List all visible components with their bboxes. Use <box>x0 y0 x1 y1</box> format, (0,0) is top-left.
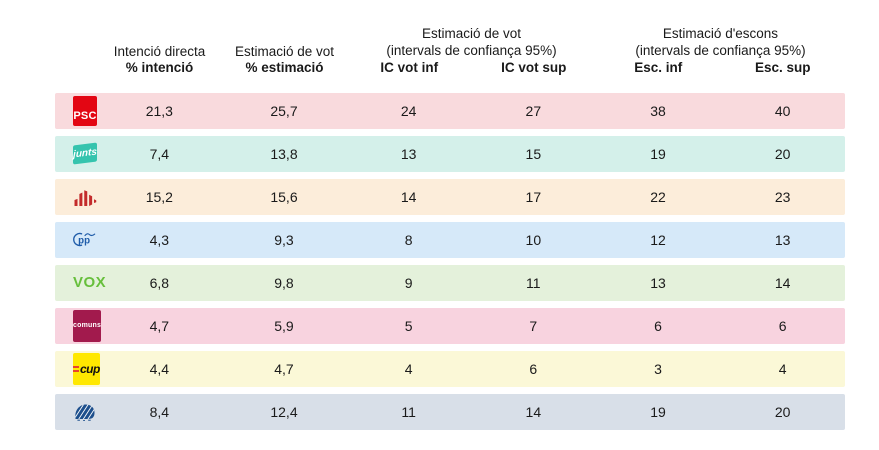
table-body: PSC 21,3 25,7 24 27 38 40 junts 7,4 13,8… <box>55 92 845 430</box>
header-group-vot-interval: (intervals de confiança 95%) <box>386 42 557 58</box>
cell-esc-sup: 23 <box>774 188 791 205</box>
cell-esc-sup: 14 <box>774 274 791 291</box>
table-row-junts: junts 7,4 13,8 13 15 19 20 <box>55 135 845 172</box>
header-group-vot-title: Estimació de vot <box>421 26 522 41</box>
cell-esc-sup: 20 <box>774 145 791 162</box>
cell-ic-vot-inf: 8 <box>404 231 413 248</box>
cell-estimacio: 9,3 <box>274 231 294 248</box>
header-group-escons-title: Estimació d'escons <box>662 26 779 41</box>
erc-bars-icon <box>74 189 97 206</box>
cell-intencio: 21,3 <box>145 102 173 119</box>
junts-logo-text: junts <box>73 146 97 161</box>
cell-esc-sup: 20 <box>774 403 791 420</box>
cell-ic-vot-inf: 9 <box>404 274 413 291</box>
psc-logo-text: PSC <box>73 109 97 122</box>
poll-table: Intenció directa % intenció Estimació de… <box>55 26 845 430</box>
cell-ic-vot-inf: 11 <box>401 403 416 420</box>
cell-esc-sup: 6 <box>778 317 787 334</box>
cell-intencio: 15,2 <box>145 188 173 205</box>
header-intencio-sub: % intenció <box>125 60 194 75</box>
table-row-alianca-catalana: 8,4 12,4 11 14 19 20 <box>55 393 845 430</box>
comuns-logo-text: comuns <box>73 322 102 329</box>
cup-logo-text: cup <box>80 361 100 376</box>
cell-esc-inf: 22 <box>650 188 666 205</box>
cell-ic-vot-sup: 6 <box>529 360 538 377</box>
cell-estimacio: 25,7 <box>270 102 298 119</box>
junts-logo: junts <box>55 136 97 172</box>
cell-estimacio: 13,8 <box>270 145 298 162</box>
cell-ic-vot-sup: 14 <box>525 403 542 420</box>
vox-logo: VOX <box>55 265 106 301</box>
cell-esc-inf: 13 <box>650 274 666 291</box>
header-group-vot: Estimació de vot (intervals de confiança… <box>347 26 596 77</box>
vox-logo-text: VOX <box>73 274 107 291</box>
cell-intencio: 7,4 <box>149 145 170 162</box>
cell-intencio: 4,7 <box>149 317 170 334</box>
cell-esc-inf: 38 <box>650 102 666 119</box>
alianca-catalana-logo <box>55 394 97 430</box>
table-row-psc: PSC 21,3 25,7 24 27 38 40 <box>55 92 845 129</box>
cell-estimacio: 12,4 <box>270 403 298 420</box>
erc-logo <box>55 179 97 215</box>
pp-logo: pp <box>55 222 97 258</box>
cell-estimacio: 9,8 <box>274 274 294 291</box>
cell-estimacio: 15,6 <box>270 188 298 205</box>
table-row-pp: pp 4,3 9,3 8 10 12 13 <box>55 221 845 258</box>
header-ic-vot-sup: IC vot sup <box>501 60 567 75</box>
table-row-cup: cup 4,4 4,7 4 6 3 4 <box>55 350 845 387</box>
header-intencio-title: Intenció directa <box>113 43 206 59</box>
cell-estimacio: 4,7 <box>274 360 294 377</box>
header-estimacio: Estimació de vot % estimació <box>222 44 347 77</box>
cell-ic-vot-inf: 4 <box>404 360 413 377</box>
cell-ic-vot-sup: 7 <box>529 317 538 334</box>
header-estimacio-sub: % estimació <box>245 60 324 75</box>
cell-ic-vot-sup: 10 <box>525 231 542 248</box>
cell-intencio: 8,4 <box>149 403 170 420</box>
cell-estimacio: 5,9 <box>274 317 294 334</box>
cell-ic-vot-inf: 14 <box>400 188 417 205</box>
table-row-vox: VOX 6,8 9,8 9 11 13 14 <box>55 264 845 301</box>
cell-ic-vot-inf: 24 <box>400 102 417 119</box>
header-estimacio-title: Estimació de vot <box>234 43 335 59</box>
cell-ic-vot-sup: 27 <box>525 102 542 119</box>
cell-intencio: 6,8 <box>149 274 170 291</box>
cell-esc-inf: 3 <box>654 360 662 377</box>
cell-ic-vot-sup: 15 <box>525 145 542 162</box>
cell-ic-vot-sup: 11 <box>526 274 541 291</box>
cell-esc-sup: 40 <box>774 102 791 119</box>
header-group-escons: Estimació d'escons (intervals de confian… <box>596 26 845 77</box>
cell-intencio: 4,4 <box>149 360 170 377</box>
cell-esc-inf: 12 <box>650 231 666 248</box>
psc-logo: PSC <box>55 93 97 129</box>
pp-logo-icon: pp <box>73 232 96 247</box>
table-row-erc: 15,2 15,6 14 17 22 23 <box>55 178 845 215</box>
mountain-scribble-icon <box>75 404 95 421</box>
table-header: Intenció directa % intenció Estimació de… <box>55 26 845 77</box>
header-intencio: Intenció directa % intenció <box>97 44 222 77</box>
svg-text:pp: pp <box>78 236 90 247</box>
cell-esc-sup: 13 <box>774 231 791 248</box>
cup-logo: cup <box>55 351 100 387</box>
header-ic-vot-inf: IC vot inf <box>380 60 439 75</box>
cell-esc-inf: 6 <box>654 317 662 334</box>
cell-esc-inf: 19 <box>650 403 666 420</box>
comuns-logo: comuns <box>55 308 102 344</box>
header-esc-inf: Esc. inf <box>634 60 683 75</box>
cell-ic-vot-inf: 13 <box>400 145 417 162</box>
cell-ic-vot-inf: 5 <box>404 317 413 334</box>
cell-intencio: 4,3 <box>149 231 170 248</box>
header-esc-sup: Esc. sup <box>754 60 811 75</box>
cell-ic-vot-sup: 17 <box>525 188 542 205</box>
cell-esc-sup: 4 <box>778 360 787 377</box>
header-group-escons-interval: (intervals de confiança 95%) <box>635 42 806 58</box>
cup-stripes-icon <box>73 365 79 372</box>
table-row-comuns: comuns 4,7 5,9 5 7 6 6 <box>55 307 845 344</box>
cell-esc-inf: 19 <box>650 145 666 162</box>
